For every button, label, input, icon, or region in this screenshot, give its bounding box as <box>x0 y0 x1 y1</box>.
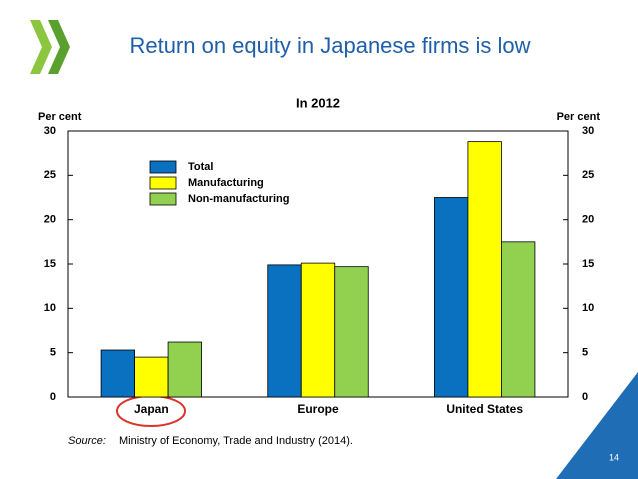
slide-title: Return on equity in Japanese firms is lo… <box>129 33 530 58</box>
bar <box>267 264 302 398</box>
y2-tick-label: 10 <box>582 302 594 314</box>
bar <box>467 141 502 398</box>
y2-tick-label: 30 <box>582 125 594 137</box>
y2-tick-label: 25 <box>582 169 594 181</box>
bar <box>434 197 469 398</box>
y-tick-label: 10 <box>44 302 56 314</box>
y2-tick-label: 20 <box>582 214 594 226</box>
y-tick-label: 20 <box>44 214 56 226</box>
bar <box>334 266 369 398</box>
legend-swatch <box>149 176 177 190</box>
y-tick-label: 0 <box>50 391 56 403</box>
y2-axis-label: Per cent <box>557 111 601 123</box>
legend-swatch <box>149 160 177 174</box>
logo <box>30 20 70 74</box>
corner-triangle <box>556 372 638 479</box>
y-tick-label: 25 <box>44 169 56 181</box>
y-tick-label: 15 <box>44 258 56 270</box>
x-tick-label: Europe <box>297 402 339 416</box>
source-label: Source: <box>68 435 106 447</box>
legend-label: Total <box>188 161 213 173</box>
source-text: Ministry of Economy, Trade and Industry … <box>119 435 353 447</box>
bar <box>100 349 135 398</box>
y2-tick-label: 15 <box>582 258 594 270</box>
bar <box>167 341 202 398</box>
y-tick-label: 30 <box>44 125 56 137</box>
legend-label: Non-manufacturing <box>188 193 289 205</box>
y-axis-label: Per cent <box>38 111 82 123</box>
y-tick-label: 5 <box>50 347 56 359</box>
legend-swatch <box>149 192 177 206</box>
legend-label: Manufacturing <box>188 177 264 189</box>
x-tick-label: Japan <box>134 402 169 416</box>
bar <box>134 356 169 398</box>
y2-tick-label: 0 <box>582 391 588 403</box>
y2-tick-label: 5 <box>582 347 588 359</box>
x-tick-label: United States <box>446 402 523 416</box>
chart-subtitle: In 2012 <box>296 95 340 110</box>
bar <box>300 262 336 398</box>
bar <box>501 241 536 398</box>
page-number: 14 <box>609 452 619 462</box>
